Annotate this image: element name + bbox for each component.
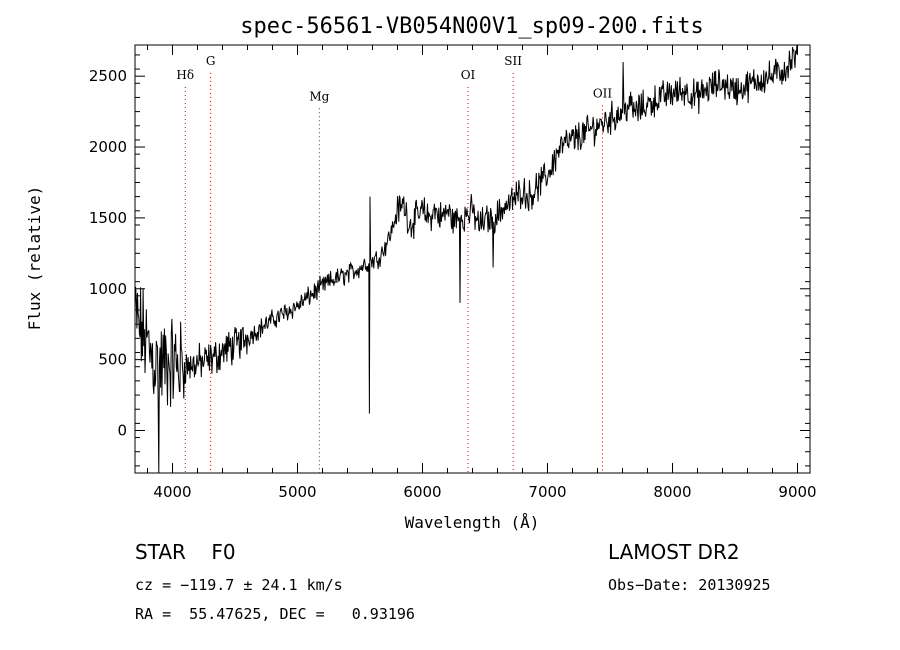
observation-date: Obs−Date: 20130925 (608, 576, 771, 594)
chart-title: spec-56561-VB054N00V1_sp09-200.fits (240, 14, 704, 39)
x-tick-label: 4000 (153, 483, 191, 501)
redshift-cz: cz = −119.7 ± 24.1 km/s (135, 576, 343, 594)
x-tick-label: 7000 (528, 483, 566, 501)
y-tick-label: 1500 (89, 209, 127, 227)
y-tick-label: 1000 (89, 280, 127, 298)
x-tick-label: 6000 (403, 483, 441, 501)
spectral-line-markers: Hδ G Mg OI SII OII (176, 54, 612, 473)
axis-ticks: 4000 5000 6000 7000 8000 9000 0 500 1000 1500 2000… (89, 45, 817, 501)
x-axis-label: Wavelength (Å) (405, 513, 540, 532)
plot-frame (134, 44, 811, 474)
spectral-line-label: Hδ (176, 68, 194, 82)
spectral-line-label: G (206, 54, 216, 68)
ra-dec-coordinates: RA = 55.47625, DEC = 0.93196 (135, 605, 415, 623)
spectrum-series (134, 44, 798, 474)
y-tick-label: 2500 (89, 67, 127, 85)
x-tick-label: 5000 (278, 483, 316, 501)
y-axis-label: Flux (relative) (25, 186, 44, 331)
x-tick-label: 8000 (653, 483, 691, 501)
spectral-line-label: OI (461, 68, 476, 82)
spectral-line-label: Mg (309, 89, 329, 103)
y-tick-label: 0 (117, 421, 127, 439)
x-tick-label: 9000 (778, 483, 816, 501)
object-class: STAR F0 (135, 540, 236, 564)
spectrum-line (134, 44, 798, 474)
survey-name: LAMOST DR2 (608, 540, 740, 564)
y-tick-label: 2000 (89, 138, 127, 156)
spectral-line-label: OII (593, 86, 613, 100)
spectral-line-label: SII (504, 54, 522, 68)
y-tick-label: 500 (98, 351, 127, 369)
